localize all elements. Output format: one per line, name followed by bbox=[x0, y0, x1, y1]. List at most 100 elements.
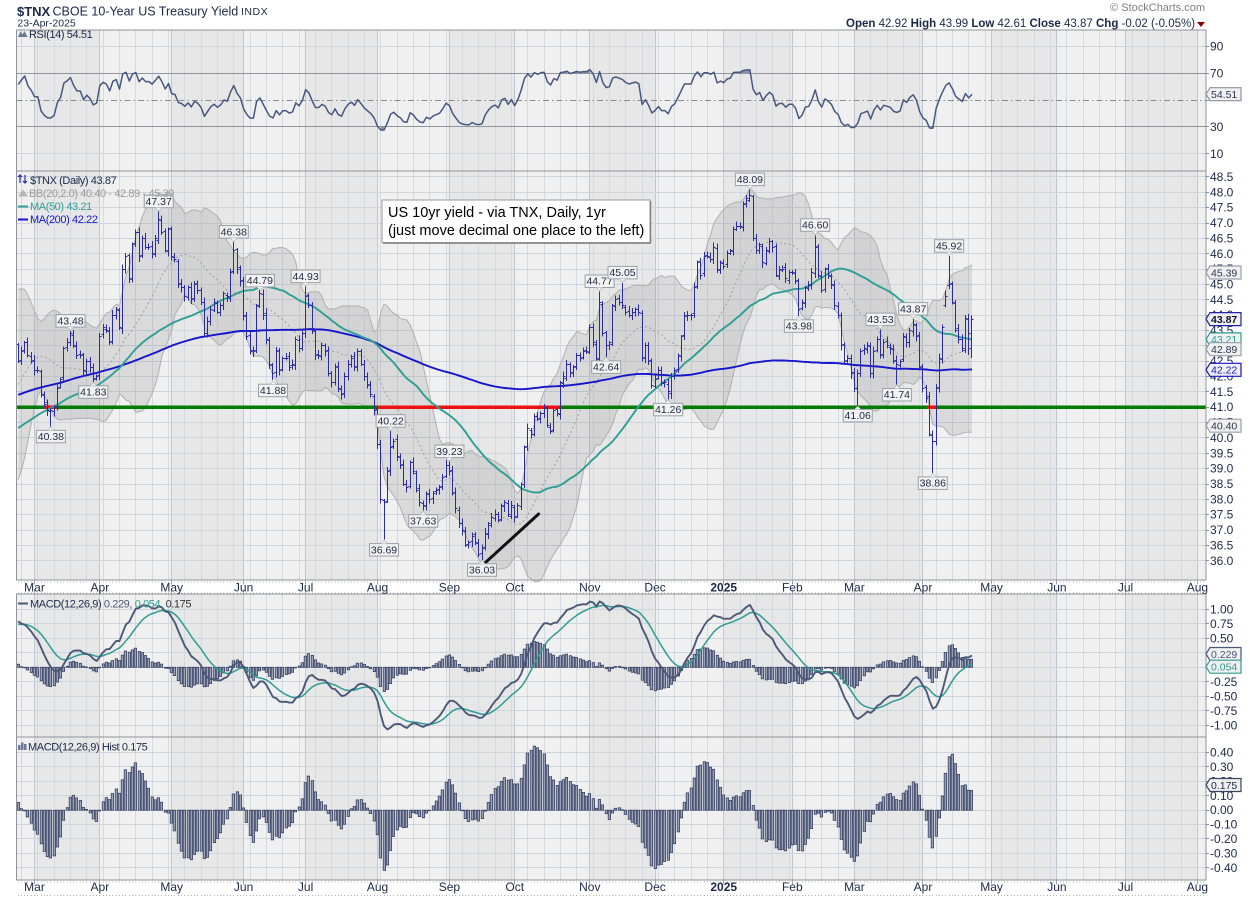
svg-text:Aug: Aug bbox=[367, 581, 388, 595]
svg-text:43.87: 43.87 bbox=[900, 303, 926, 315]
svg-text:0.75: 0.75 bbox=[1210, 617, 1234, 631]
svg-text:Sep: Sep bbox=[439, 581, 461, 595]
svg-text:43.87: 43.87 bbox=[1211, 314, 1237, 326]
svg-text:39.5: 39.5 bbox=[1210, 446, 1234, 460]
svg-text:-0.50: -0.50 bbox=[1210, 689, 1238, 703]
svg-text:44.93: 44.93 bbox=[292, 271, 318, 283]
svg-text:0.175: 0.175 bbox=[1211, 780, 1237, 792]
svg-text:41.0: 41.0 bbox=[1210, 400, 1234, 414]
svg-text:Sep: Sep bbox=[439, 880, 461, 894]
svg-text:US 10yr yield - via TNX, Daily: US 10yr yield - via TNX, Daily, 1yr bbox=[388, 205, 606, 221]
svg-text:Oct: Oct bbox=[505, 581, 524, 595]
svg-text:38.0: 38.0 bbox=[1210, 492, 1234, 506]
svg-text:47.37: 47.37 bbox=[146, 196, 172, 208]
svg-text:43.48: 43.48 bbox=[57, 315, 83, 327]
svg-text:Jul: Jul bbox=[298, 581, 313, 595]
svg-text:48.0: 48.0 bbox=[1210, 185, 1234, 199]
svg-text:41.06: 41.06 bbox=[845, 410, 871, 422]
svg-text:Feb: Feb bbox=[782, 880, 803, 894]
svg-text:36.03: 36.03 bbox=[469, 565, 495, 577]
svg-text:48.09: 48.09 bbox=[737, 174, 763, 186]
svg-text:-1.00: -1.00 bbox=[1210, 718, 1238, 732]
svg-text:37.63: 37.63 bbox=[410, 515, 436, 527]
svg-text:45.92: 45.92 bbox=[936, 240, 962, 252]
svg-text:Feb: Feb bbox=[782, 581, 803, 595]
svg-text:39.23: 39.23 bbox=[436, 446, 462, 458]
svg-text:$TNX (Daily) 43.87: $TNX (Daily) 43.87 bbox=[30, 175, 117, 187]
svg-text:43.98: 43.98 bbox=[786, 321, 812, 333]
svg-text:41.5: 41.5 bbox=[1210, 385, 1234, 399]
svg-text:MA(50) 43.21: MA(50) 43.21 bbox=[30, 201, 92, 213]
svg-text:Oct: Oct bbox=[505, 880, 524, 894]
svg-text:Jun: Jun bbox=[234, 581, 253, 595]
svg-text:0.229: 0.229 bbox=[1211, 649, 1237, 661]
svg-text:47.5: 47.5 bbox=[1210, 201, 1234, 215]
svg-text:Apr: Apr bbox=[914, 581, 933, 595]
svg-text:2025: 2025 bbox=[710, 880, 737, 894]
svg-text:45.05: 45.05 bbox=[609, 267, 635, 279]
svg-text:44.79: 44.79 bbox=[247, 275, 273, 287]
svg-text:45.0: 45.0 bbox=[1210, 277, 1234, 291]
svg-text:May: May bbox=[160, 880, 183, 894]
svg-text:Nov: Nov bbox=[579, 880, 600, 894]
svg-text:Jun: Jun bbox=[1047, 581, 1066, 595]
svg-text:42.22: 42.22 bbox=[1211, 365, 1237, 377]
svg-text:MACD(12,26,9) Hist 0.175: MACD(12,26,9) Hist 0.175 bbox=[28, 742, 148, 754]
svg-text:42.89: 42.89 bbox=[1211, 344, 1237, 356]
svg-text:© StockCharts.com: © StockCharts.com bbox=[1110, 2, 1205, 14]
svg-text:46.38: 46.38 bbox=[221, 226, 247, 238]
svg-text:Jul: Jul bbox=[1118, 880, 1133, 894]
svg-text:Apr: Apr bbox=[914, 880, 933, 894]
svg-text:42.64: 42.64 bbox=[593, 362, 619, 374]
svg-text:30: 30 bbox=[1210, 120, 1224, 134]
svg-text:36.0: 36.0 bbox=[1210, 554, 1234, 568]
svg-text:41.83: 41.83 bbox=[80, 387, 106, 399]
svg-text:40.40: 40.40 bbox=[1211, 421, 1237, 433]
svg-text:INDX: INDX bbox=[241, 6, 268, 18]
svg-text:46.5: 46.5 bbox=[1210, 231, 1234, 245]
svg-text:-0.75: -0.75 bbox=[1210, 704, 1238, 718]
svg-text:36.5: 36.5 bbox=[1210, 538, 1234, 552]
svg-text:Mar: Mar bbox=[24, 880, 45, 894]
svg-text:-0.25: -0.25 bbox=[1210, 675, 1238, 689]
svg-text:46.0: 46.0 bbox=[1210, 247, 1234, 261]
svg-text:70: 70 bbox=[1210, 66, 1224, 80]
svg-text:May: May bbox=[160, 581, 183, 595]
svg-text:46.60: 46.60 bbox=[802, 220, 828, 232]
svg-text:Aug: Aug bbox=[1187, 880, 1208, 894]
svg-text:Dec: Dec bbox=[644, 581, 665, 595]
svg-text:37.0: 37.0 bbox=[1210, 523, 1234, 537]
svg-text:0.30: 0.30 bbox=[1210, 760, 1234, 774]
svg-text:54.51: 54.51 bbox=[1211, 89, 1237, 101]
svg-text:Jun: Jun bbox=[1047, 880, 1066, 894]
svg-text:RSI(14) 54.51: RSI(14) 54.51 bbox=[29, 29, 93, 41]
svg-text:Open 42.92 High 43.99 Low 42.6: Open 42.92 High 43.99 Low 42.61 Close 43… bbox=[846, 18, 1195, 30]
svg-text:23-Apr-2025: 23-Apr-2025 bbox=[17, 18, 76, 30]
svg-text:-0.20: -0.20 bbox=[1210, 832, 1238, 846]
svg-text:41.88: 41.88 bbox=[260, 385, 286, 397]
svg-text:Jun: Jun bbox=[234, 880, 253, 894]
svg-text:May: May bbox=[980, 880, 1003, 894]
svg-text:10: 10 bbox=[1210, 147, 1224, 161]
svg-text:0.40: 0.40 bbox=[1210, 746, 1234, 760]
svg-text:40.38: 40.38 bbox=[38, 431, 64, 443]
svg-text:38.86: 38.86 bbox=[920, 478, 946, 490]
svg-text:-0.40: -0.40 bbox=[1210, 861, 1238, 875]
svg-text:Nov: Nov bbox=[579, 581, 600, 595]
svg-text:2025: 2025 bbox=[710, 581, 737, 595]
svg-text:BB(20,2.0) 40.40 - 42.89 - 45.: BB(20,2.0) 40.40 - 42.89 - 45.39 bbox=[29, 188, 174, 200]
svg-text:MACD(12,26,9) 0.229, 0.054, 0.: MACD(12,26,9) 0.229, 0.054, 0.175 bbox=[30, 599, 191, 611]
svg-text:Mar: Mar bbox=[24, 581, 45, 595]
svg-text:May: May bbox=[980, 581, 1003, 595]
svg-text:1.00: 1.00 bbox=[1210, 602, 1234, 616]
svg-text:Mar: Mar bbox=[844, 880, 865, 894]
svg-text:CBOE 10-Year US Treasury Yield: CBOE 10-Year US Treasury Yield bbox=[53, 5, 239, 19]
svg-text:-0.10: -0.10 bbox=[1210, 818, 1238, 832]
svg-text:41.74: 41.74 bbox=[884, 389, 910, 401]
svg-text:Aug: Aug bbox=[367, 880, 388, 894]
svg-text:39.0: 39.0 bbox=[1210, 462, 1234, 476]
svg-text:43.53: 43.53 bbox=[867, 314, 893, 326]
svg-text:90: 90 bbox=[1210, 40, 1224, 54]
svg-text:$TNX: $TNX bbox=[17, 4, 51, 19]
svg-text:40.22: 40.22 bbox=[377, 415, 403, 427]
